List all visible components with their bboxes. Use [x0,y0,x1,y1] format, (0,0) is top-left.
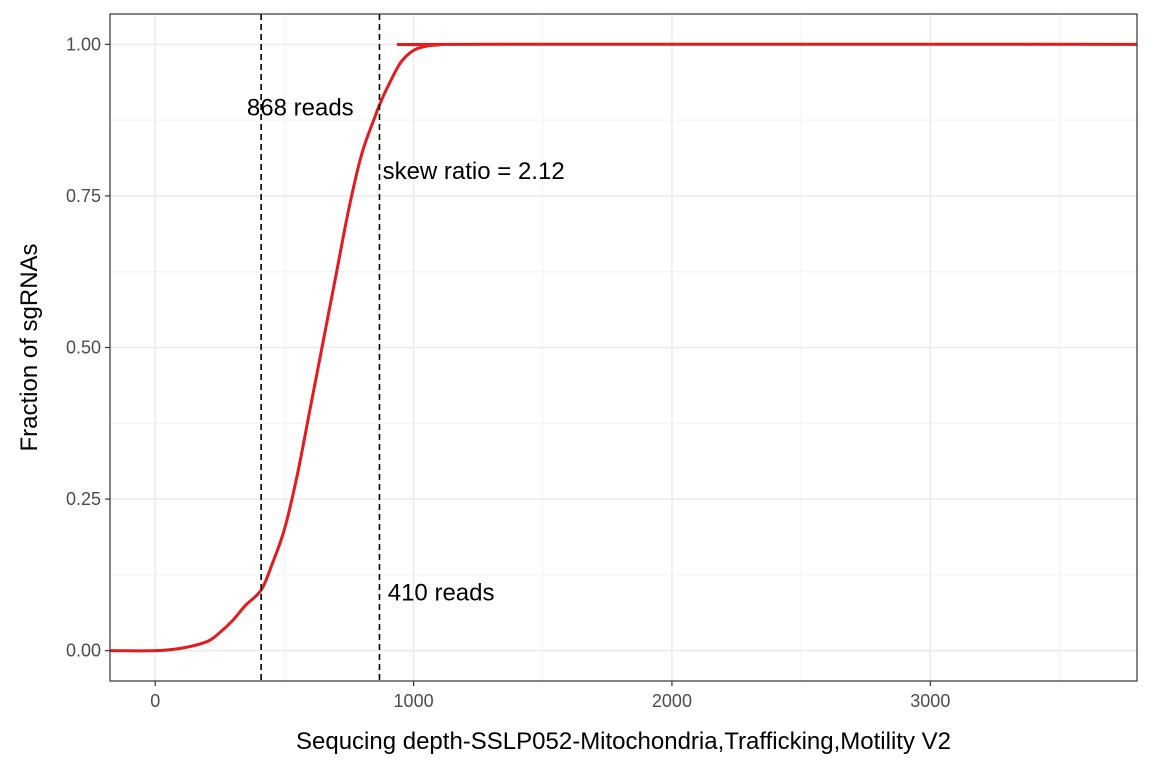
x-tick-label: 3000 [910,691,950,711]
x-tick-label: 1000 [394,691,434,711]
y-axis-ticks: 0.00 0.25 0.50 0.75 1.00 [66,34,110,661]
annotations: 868 reads skew ratio = 2.12 410 reads [247,94,565,606]
annotation-label: skew ratio = 2.12 [383,158,565,185]
x-axis-ticks: 0 1000 2000 3000 [150,681,950,711]
y-tick-label: 0.25 [66,489,101,509]
annotation-label: 868 reads [247,94,354,121]
series-layer [109,42,1138,653]
reference-lines [260,14,381,681]
y-tick-label: 0.75 [66,186,101,206]
annotation-label: 410 reads [388,580,495,607]
y-axis-title: Fraction of sgRNAs [16,243,43,451]
series-line-0 [109,42,1138,653]
y-tick-label: 1.00 [66,34,101,54]
minor-gridlines [110,14,1137,681]
x-axis-title: Sequcing depth-SSLP052-Mitochondria,Traf… [296,728,951,755]
x-tick-label: 2000 [652,691,692,711]
y-tick-label: 0.00 [66,641,101,661]
x-tick-label: 0 [150,691,160,711]
y-tick-label: 0.50 [66,338,101,358]
